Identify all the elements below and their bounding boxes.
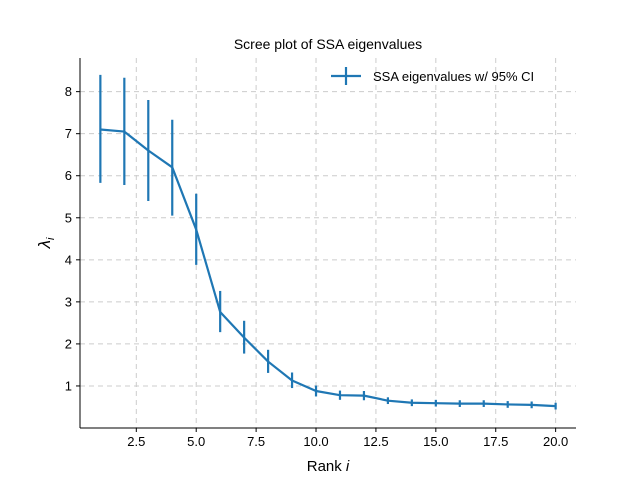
x-tick-label-3: 10.0	[303, 434, 328, 449]
x-axis-ticks: 2.5 5.0 7.5 10.0 12.5 15.0 17.5 20.0	[127, 428, 568, 449]
grid-lines	[80, 58, 576, 428]
x-tick-label-2: 7.5	[247, 434, 265, 449]
x-axis-label-text: Rank	[307, 458, 346, 475]
x-tick-label-0: 2.5	[127, 434, 145, 449]
x-axis-label-variable: i	[346, 458, 350, 475]
y-axis-label: λi	[35, 237, 57, 249]
y-tick-label-5: 6	[65, 168, 72, 183]
y-tick-label-6: 7	[65, 126, 72, 141]
y-tick-label-4: 5	[65, 210, 72, 225]
legend-label: SSA eigenvalues w/ 95% CI	[373, 69, 534, 84]
y-axis-label-subscript: i	[45, 237, 57, 240]
y-tick-label-3: 4	[65, 252, 72, 267]
y-tick-label-0: 1	[65, 378, 72, 393]
series-lines	[100, 128, 556, 408]
x-tick-label-5: 15.0	[423, 434, 448, 449]
x-tick-label-7: 20.0	[543, 434, 568, 449]
legend: SSA eigenvalues w/ 95% CI	[331, 67, 534, 85]
y-axis-ticks: 1 2 3 4 5 6 7 8	[65, 84, 80, 393]
y-tick-label-7: 8	[65, 84, 72, 99]
y-tick-label-1: 2	[65, 336, 72, 351]
chart-title: Scree plot of SSA eigenvalues	[234, 36, 422, 52]
x-tick-label-4: 12.5	[363, 434, 388, 449]
x-axis-label: Rank i	[307, 458, 350, 475]
y-axis-label-symbol: λ	[35, 240, 54, 249]
legend-handle	[331, 67, 361, 85]
y-tick-label-2: 3	[65, 294, 72, 309]
x-tick-label-1: 5.0	[187, 434, 205, 449]
series-line-0	[100, 128, 556, 408]
x-tick-label-6: 17.5	[483, 434, 508, 449]
axes	[79, 58, 576, 429]
